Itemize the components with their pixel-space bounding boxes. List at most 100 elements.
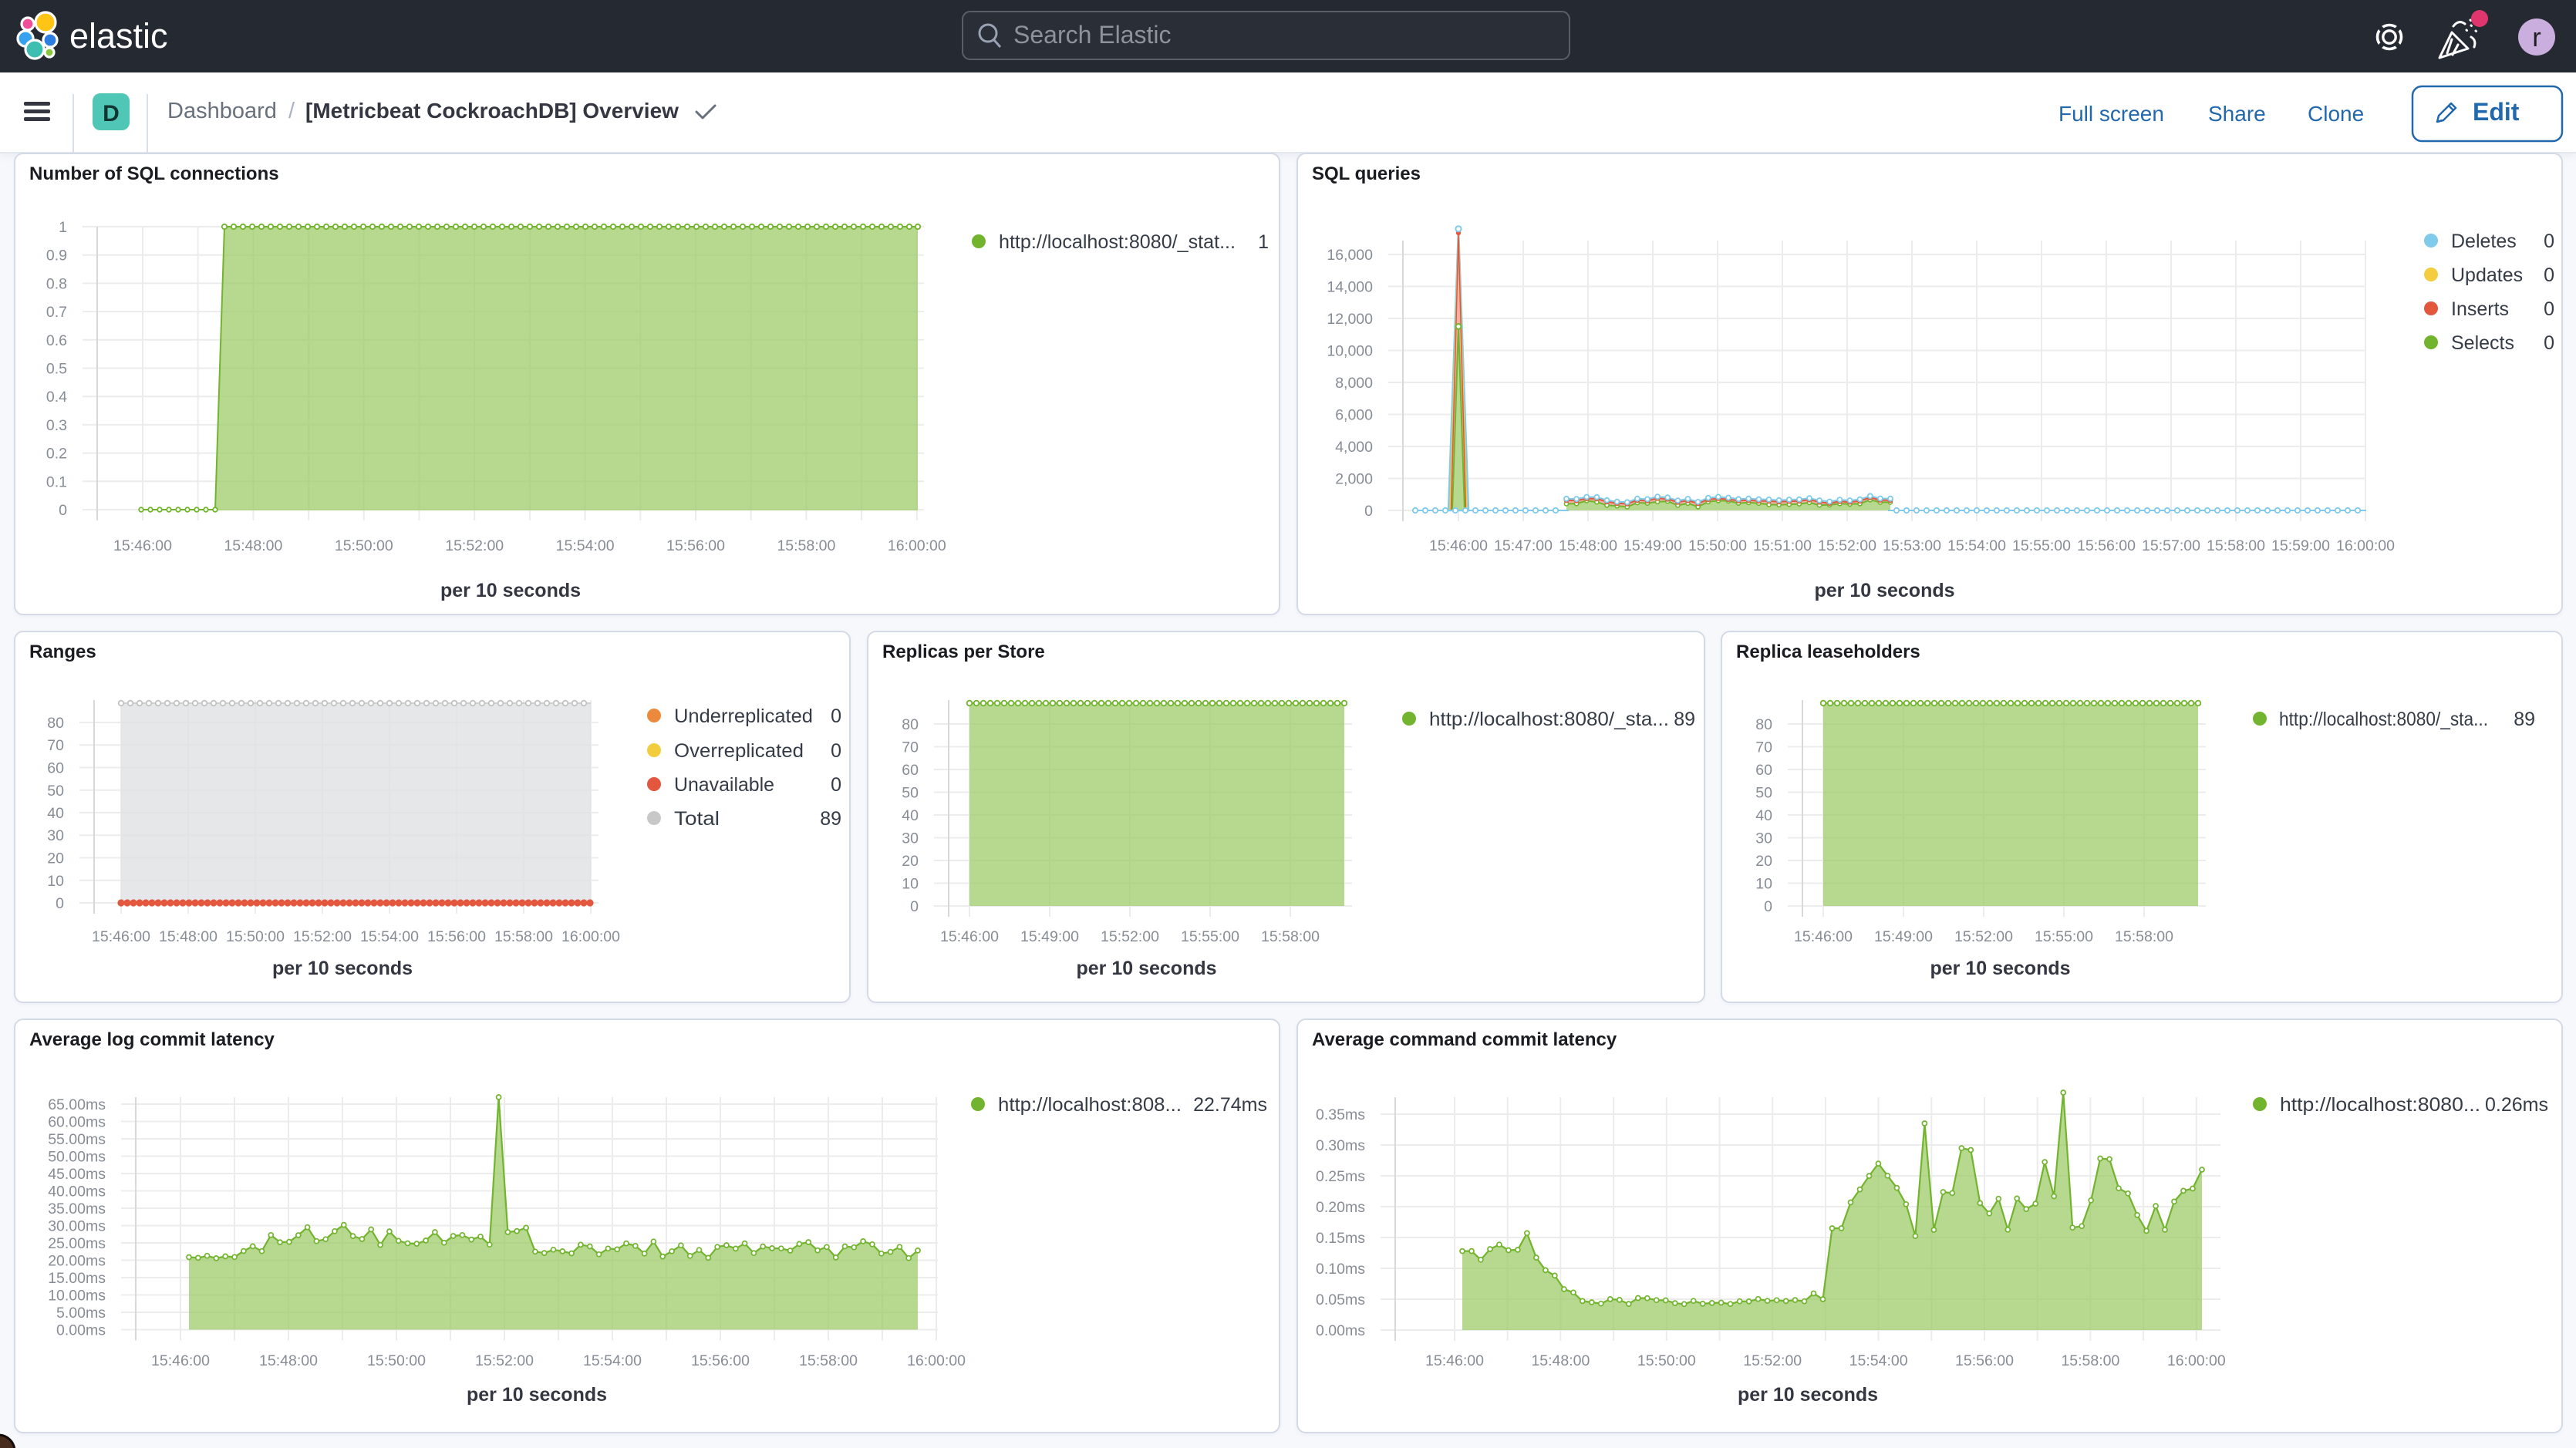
svg-text:15:46:00: 15:46:00 bbox=[940, 928, 999, 945]
svg-text:0: 0 bbox=[831, 705, 841, 727]
svg-text:per 10 seconds: per 10 seconds bbox=[272, 958, 413, 979]
svg-text:15:55:00: 15:55:00 bbox=[2035, 928, 2093, 945]
svg-text:50: 50 bbox=[1755, 785, 1772, 802]
svg-text:Selects: Selects bbox=[2451, 332, 2514, 354]
svg-text:20: 20 bbox=[47, 850, 64, 867]
svg-text:Share: Share bbox=[2208, 102, 2266, 126]
svg-text:10.00ms: 10.00ms bbox=[48, 1288, 106, 1305]
svg-text:0.8: 0.8 bbox=[46, 275, 67, 292]
svg-text:Unavailable: Unavailable bbox=[674, 774, 774, 796]
svg-text:70: 70 bbox=[47, 737, 64, 754]
svg-text:20.00ms: 20.00ms bbox=[48, 1253, 106, 1270]
svg-text:15:57:00: 15:57:00 bbox=[2142, 537, 2200, 554]
svg-text:0.26ms: 0.26ms bbox=[2485, 1094, 2548, 1116]
svg-text:0.35ms: 0.35ms bbox=[1316, 1106, 1365, 1123]
svg-text:89: 89 bbox=[2514, 709, 2535, 730]
svg-text:15:52:00: 15:52:00 bbox=[1954, 928, 2013, 945]
svg-text:15:50:00: 15:50:00 bbox=[1688, 537, 1747, 554]
svg-text:0.4: 0.4 bbox=[46, 389, 67, 406]
svg-text:0: 0 bbox=[831, 740, 841, 762]
svg-text:15:58:00: 15:58:00 bbox=[494, 928, 553, 945]
svg-text:http://localhost:8080/_sta...: http://localhost:8080/_sta... bbox=[2279, 709, 2488, 730]
svg-text:15:48:00: 15:48:00 bbox=[1559, 537, 1617, 554]
svg-text:15:58:00: 15:58:00 bbox=[2115, 928, 2173, 945]
svg-text:15:52:00: 15:52:00 bbox=[445, 537, 504, 554]
svg-text:60: 60 bbox=[902, 762, 919, 779]
svg-text:0.15ms: 0.15ms bbox=[1316, 1230, 1365, 1247]
svg-text:70: 70 bbox=[1755, 739, 1772, 756]
svg-text:15:58:00: 15:58:00 bbox=[799, 1352, 858, 1369]
svg-text:D: D bbox=[103, 101, 120, 126]
svg-text:0: 0 bbox=[910, 898, 919, 915]
svg-text:per 10 seconds: per 10 seconds bbox=[1738, 1384, 1878, 1406]
svg-text:10: 10 bbox=[1755, 876, 1772, 893]
svg-text:[Metricbeat CockroachDB] Overv: [Metricbeat CockroachDB] Overview bbox=[305, 99, 679, 123]
svg-text:30.00ms: 30.00ms bbox=[48, 1218, 106, 1235]
svg-text:15:56:00: 15:56:00 bbox=[666, 537, 725, 554]
svg-text:15:46:00: 15:46:00 bbox=[92, 928, 150, 945]
svg-text:10: 10 bbox=[902, 876, 919, 893]
svg-text:60: 60 bbox=[47, 760, 64, 777]
svg-text:0: 0 bbox=[2544, 231, 2554, 252]
svg-text:12,000: 12,000 bbox=[1327, 311, 1373, 328]
svg-text:50.00ms: 50.00ms bbox=[48, 1149, 106, 1166]
svg-text:1: 1 bbox=[1258, 231, 1269, 253]
svg-text:15:52:00: 15:52:00 bbox=[1743, 1352, 1802, 1369]
svg-text:15:54:00: 15:54:00 bbox=[360, 928, 419, 945]
svg-text:5.00ms: 5.00ms bbox=[56, 1305, 106, 1322]
svg-text:0.30ms: 0.30ms bbox=[1316, 1137, 1365, 1154]
svg-text:http://localhost:8080...: http://localhost:8080... bbox=[2280, 1094, 2480, 1116]
svg-text:15:52:00: 15:52:00 bbox=[1818, 537, 1876, 554]
svg-text:15:50:00: 15:50:00 bbox=[367, 1352, 426, 1369]
svg-text:0: 0 bbox=[59, 502, 67, 519]
svg-text:per 10 seconds: per 10 seconds bbox=[467, 1384, 607, 1406]
svg-text:per 10 seconds: per 10 seconds bbox=[440, 580, 581, 601]
svg-text:60: 60 bbox=[1755, 762, 1772, 779]
svg-text:15:50:00: 15:50:00 bbox=[1637, 1352, 1696, 1369]
svg-text:15:52:00: 15:52:00 bbox=[293, 928, 352, 945]
svg-text:80: 80 bbox=[902, 716, 919, 733]
svg-text:40: 40 bbox=[47, 805, 64, 822]
svg-text:/: / bbox=[288, 99, 295, 123]
svg-text:14,000: 14,000 bbox=[1327, 279, 1373, 296]
svg-text:40: 40 bbox=[902, 807, 919, 824]
svg-text:15:53:00: 15:53:00 bbox=[1883, 537, 1941, 554]
svg-text:Overreplicated: Overreplicated bbox=[674, 740, 804, 762]
svg-text:15.00ms: 15.00ms bbox=[48, 1270, 106, 1287]
svg-text:15:48:00: 15:48:00 bbox=[259, 1352, 318, 1369]
svg-text:25.00ms: 25.00ms bbox=[48, 1235, 106, 1252]
svg-text:15:46:00: 15:46:00 bbox=[113, 537, 172, 554]
svg-text:35.00ms: 35.00ms bbox=[48, 1200, 106, 1217]
svg-text:0.25ms: 0.25ms bbox=[1316, 1168, 1365, 1185]
svg-text:80: 80 bbox=[1755, 716, 1772, 733]
svg-text:45.00ms: 45.00ms bbox=[48, 1166, 106, 1183]
svg-text:Clone: Clone bbox=[2308, 102, 2364, 126]
svg-text:22.74ms: 22.74ms bbox=[1193, 1094, 1267, 1116]
svg-text:30: 30 bbox=[1755, 830, 1772, 847]
svg-text:15:49:00: 15:49:00 bbox=[1623, 537, 1682, 554]
svg-text:15:54:00: 15:54:00 bbox=[1849, 1352, 1908, 1369]
svg-text:0.00ms: 0.00ms bbox=[1316, 1322, 1365, 1339]
svg-text:Full screen: Full screen bbox=[2058, 102, 2164, 126]
svg-text:r: r bbox=[2532, 23, 2541, 52]
svg-text:15:52:00: 15:52:00 bbox=[475, 1352, 534, 1369]
svg-text:50: 50 bbox=[47, 783, 64, 800]
svg-text:15:50:00: 15:50:00 bbox=[335, 537, 393, 554]
svg-text:0.2: 0.2 bbox=[46, 446, 67, 463]
svg-text:16:00:00: 16:00:00 bbox=[2336, 537, 2395, 554]
svg-text:0: 0 bbox=[1764, 898, 1772, 915]
svg-text:0: 0 bbox=[2544, 264, 2554, 286]
svg-text:0.7: 0.7 bbox=[46, 304, 67, 321]
svg-text:89: 89 bbox=[820, 808, 841, 830]
svg-text:16:00:00: 16:00:00 bbox=[2167, 1352, 2226, 1369]
svg-text:10,000: 10,000 bbox=[1327, 343, 1373, 360]
svg-text:0.9: 0.9 bbox=[46, 248, 67, 264]
svg-text:2,000: 2,000 bbox=[1335, 471, 1373, 488]
svg-text:15:46:00: 15:46:00 bbox=[1429, 537, 1488, 554]
svg-text:20: 20 bbox=[1755, 853, 1772, 870]
svg-text:0: 0 bbox=[56, 895, 64, 912]
svg-text:Edit: Edit bbox=[2473, 98, 2520, 126]
svg-text:15:48:00: 15:48:00 bbox=[159, 928, 217, 945]
svg-text:15:52:00: 15:52:00 bbox=[1101, 928, 1159, 945]
svg-text:0.05ms: 0.05ms bbox=[1316, 1291, 1365, 1308]
